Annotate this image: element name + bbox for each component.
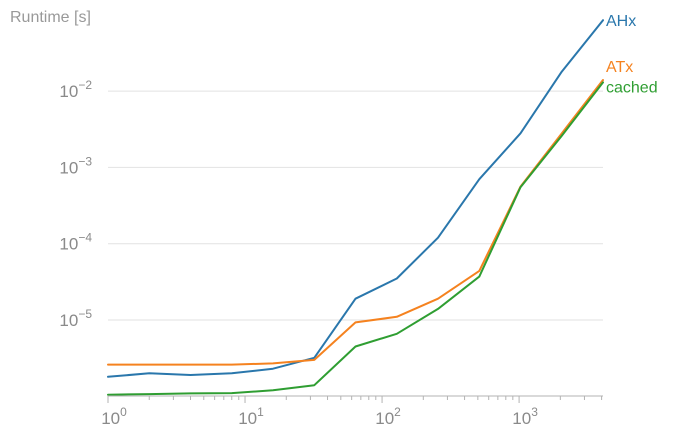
series-line-ahx (107, 19, 604, 378)
y-axis-title: Runtime [s] (10, 9, 91, 26)
series-line-cached (107, 81, 604, 396)
x-axis: 100 101 102 103 (101, 395, 603, 428)
x-tick-label: 102 (375, 405, 401, 428)
grid-lines (108, 90, 603, 321)
x-tick-label: 101 (238, 405, 264, 428)
series-label: AHx (606, 13, 636, 30)
series-lines (107, 19, 604, 396)
series-label: cached (606, 79, 658, 96)
y-axis-ticks: 10−5 10−4 10−3 10−2 (59, 78, 92, 330)
y-tick-label: 10−5 (59, 307, 92, 330)
y-tick-label: 10−4 (59, 231, 92, 254)
series-label: ATx (606, 59, 633, 76)
y-tick-label: 10−2 (59, 78, 92, 101)
x-tick-label: 100 (101, 405, 127, 428)
series-labels: AHx ATx cached (606, 13, 658, 96)
x-tick-label: 103 (512, 405, 538, 428)
y-tick-label: 10−3 (59, 154, 92, 177)
